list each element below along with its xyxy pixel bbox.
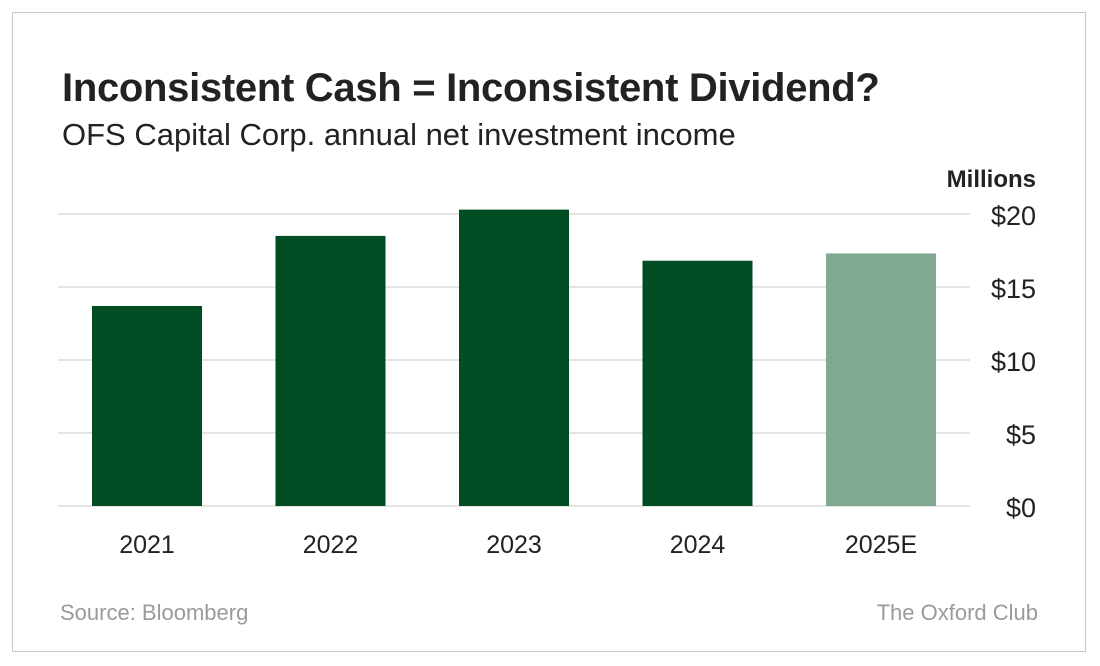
bar-2021 (92, 305, 202, 506)
chart-title: Inconsistent Cash = Inconsistent Dividen… (62, 66, 880, 110)
x-tick-label: 2022 (303, 531, 359, 559)
chart-subtitle: OFS Capital Corp. annual net investment … (62, 117, 736, 152)
bar-2024 (642, 260, 753, 506)
bar-2025e (826, 253, 936, 506)
y-tick-label: $20 (991, 201, 1036, 231)
brand-name: The Oxford Club (876, 600, 1038, 625)
unit-label: Millions (947, 166, 1036, 193)
bars (92, 209, 936, 506)
bar-2023 (459, 209, 569, 506)
x-tick-label: 2021 (119, 531, 175, 559)
y-tick-label: $15 (991, 274, 1036, 304)
y-axis-ticks: $0 $5 $10 $15 $20 (991, 201, 1036, 523)
y-tick-label: $5 (1006, 420, 1036, 450)
bar-2022 (275, 235, 386, 506)
y-tick-label: $10 (991, 347, 1036, 377)
x-tick-label: 2025E (845, 531, 917, 559)
y-tick-label: $0 (1006, 493, 1036, 523)
x-tick-label: 2023 (486, 531, 542, 559)
x-axis-ticks: 2021 2022 2023 2024 2025E (119, 531, 917, 559)
source-note: Source: Bloomberg (60, 600, 249, 625)
x-tick-label: 2024 (670, 531, 726, 559)
